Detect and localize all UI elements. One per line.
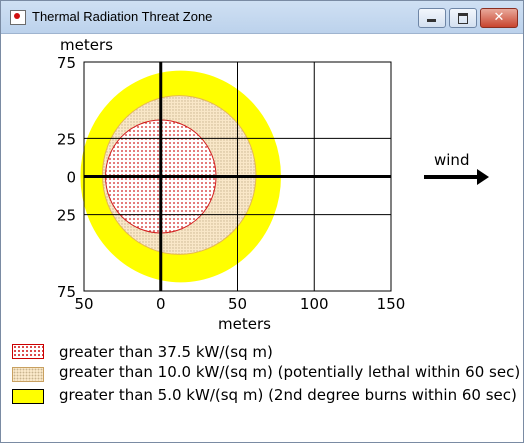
x-tick-label: 50: [74, 295, 93, 313]
close-button[interactable]: ✕: [480, 8, 518, 28]
window-title: Thermal Radiation Threat Zone: [32, 9, 213, 24]
threat-zone-chart: 50 0 50 100 150 75 25 0 25 75 meters meters wind: [57, 36, 489, 333]
y-tick-label: 25: [57, 207, 76, 225]
minimize-icon: [427, 19, 436, 22]
wind-label: wind: [434, 151, 469, 169]
y-tick-label: 75: [57, 54, 76, 72]
y-tick-label: 25: [57, 130, 76, 148]
x-tick-label: 0: [156, 295, 166, 313]
content-area: 50 0 50 100 150 75 25 0 25 75 meters meters wind …: [1, 34, 523, 442]
x-tick-label: 150: [377, 295, 406, 313]
x-axis-label: meters: [218, 315, 271, 333]
wind-arrow-icon: [424, 169, 489, 185]
y-tick-label: 0: [66, 169, 76, 187]
y-axis-label: meters: [60, 36, 113, 54]
grid-layer: [83, 61, 392, 292]
x-tick-label: 50: [228, 295, 247, 313]
close-icon: ✕: [493, 10, 505, 25]
maximize-icon: [458, 13, 468, 24]
minimize-button[interactable]: [418, 8, 446, 28]
title-bar[interactable]: Thermal Radiation Threat Zone ✕: [1, 1, 523, 34]
x-tick-label: 100: [300, 295, 329, 313]
y-tick-label: 75: [57, 283, 76, 301]
maximize-button[interactable]: [449, 8, 477, 28]
ticks-layer: 50 0 50 100 150 75 25 0 25 75: [57, 54, 405, 313]
app-icon[interactable]: [10, 10, 26, 25]
